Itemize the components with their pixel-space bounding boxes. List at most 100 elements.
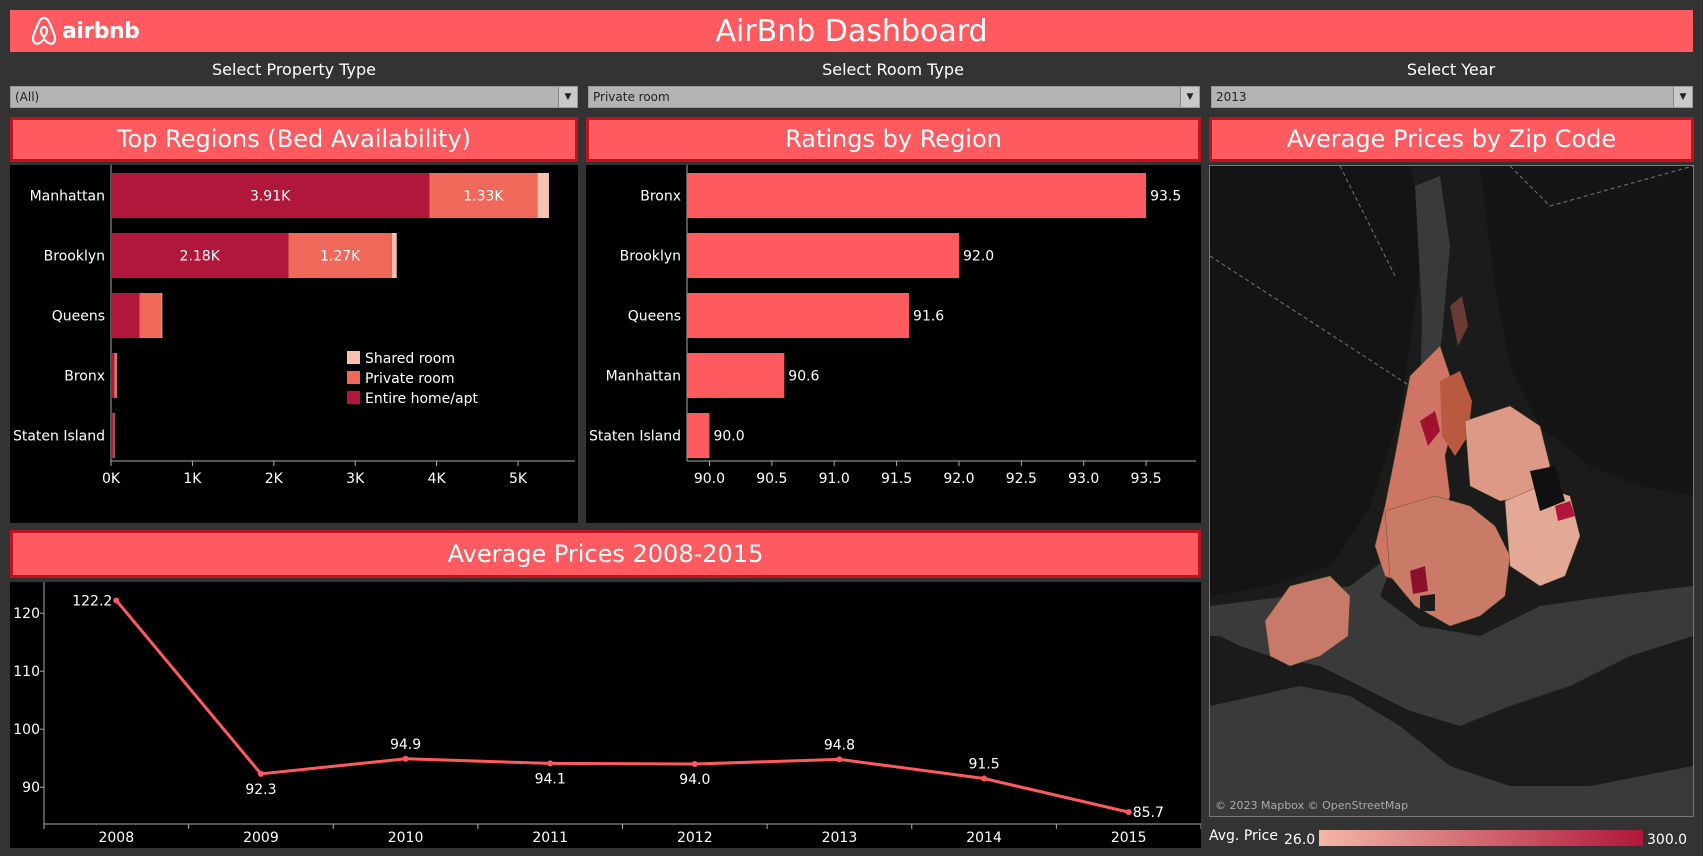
x-tick-label: 93.5 (1130, 471, 1161, 487)
x-tick-label: 91.5 (881, 471, 912, 487)
legend-swatch (347, 351, 360, 364)
rating-bar (687, 233, 959, 278)
dashboard-header: airbnb AirBnb Dashboard (10, 10, 1693, 52)
x-tick-label: 2008 (98, 830, 134, 846)
prices-chart-panel: 90 100 110 120 122.2 2008 92.3 2009 94.9 2010 94.1… (10, 582, 1202, 848)
logo-text: airbnb (62, 18, 140, 44)
chevron-down-icon[interactable]: ▼ (1673, 87, 1692, 107)
room-type-filter: Select Room Type (586, 60, 1200, 80)
select-value: 2013 (1216, 90, 1247, 104)
y-tick-label: 110 (13, 664, 40, 680)
regions-bar-chart: Manhattan 3.91K 1.33K Brooklyn 2.18K 1.27K Que… (13, 165, 575, 487)
x-tick-label: 4K (428, 471, 447, 487)
bar-segment (391, 233, 397, 278)
category-label: Bronx (640, 189, 681, 205)
x-tick-label: 2011 (532, 830, 568, 846)
bar-segment (114, 353, 117, 398)
y-tick-label: 100 (13, 722, 40, 738)
regions-chart-panel: Manhattan 3.91K 1.33K Brooklyn 2.18K 1.27K Que… (10, 165, 578, 523)
filter-label: Select Room Type (822, 60, 964, 79)
filter-label: Select Property Type (212, 60, 376, 79)
data-point (691, 761, 698, 767)
regions-panel-title: Top Regions (Bed Availability) (10, 117, 578, 162)
x-tick-label: 2014 (966, 830, 1002, 846)
data-label: 92.0 (963, 249, 994, 265)
data-label: 90.0 (713, 429, 744, 445)
ratings-chart-panel: Bronx 93.5 Brooklyn 92.0 Queens 91.6 Manhattan… (586, 165, 1201, 523)
x-tick-label: 0K (102, 471, 121, 487)
category-label: Staten Island (589, 429, 681, 445)
map-canvas (1210, 166, 1693, 816)
bar-segment (111, 173, 430, 218)
legend-min: 26.0 (1284, 832, 1316, 848)
category-label: Manhattan (606, 369, 681, 385)
x-tick-label: 2015 (1111, 830, 1147, 846)
bar-segment (161, 293, 163, 338)
x-tick-label: 91.0 (819, 471, 850, 487)
data-label: 122.2 (72, 593, 112, 609)
property-type-filter: Select Property Type (10, 60, 578, 80)
data-label: 90.6 (788, 369, 819, 385)
x-tick-label: 1K (183, 471, 202, 487)
airbnb-belo-icon (31, 16, 57, 45)
category-label: Brooklyn (620, 249, 681, 265)
legend-label: Private room (365, 371, 454, 387)
bar-segment (111, 353, 115, 398)
bar-segment (537, 173, 549, 218)
rating-bar (687, 413, 710, 458)
room-type-select[interactable]: Private room ▼ (588, 86, 1200, 108)
dashboard-title: AirBnb Dashboard (715, 14, 988, 49)
data-point (1125, 809, 1132, 816)
zip-code-map[interactable]: © 2023 Mapbox © OpenStreetMap (1209, 165, 1694, 817)
x-tick-label: 2009 (243, 830, 279, 846)
y-tick-label: 120 (13, 606, 40, 622)
prices-panel-title: Average Prices 2008-2015 (10, 530, 1201, 578)
bar-segment (111, 233, 289, 278)
x-tick-label: 90.0 (694, 471, 725, 487)
data-label: 3.91K (250, 189, 291, 205)
rating-bar (687, 173, 1147, 218)
category-label: Bronx (64, 369, 105, 385)
data-label: 94.1 (535, 771, 566, 787)
bar-segment (113, 413, 115, 458)
data-point (113, 597, 120, 604)
x-tick-label: 2K (265, 471, 284, 487)
data-point (547, 760, 554, 767)
data-label: 94.8 (824, 737, 855, 753)
y-tick-label: 90 (22, 780, 40, 796)
bar-segment (111, 293, 140, 338)
rating-bar (687, 353, 785, 398)
category-label: Queens (628, 309, 681, 325)
airbnb-logo[interactable]: airbnb (30, 15, 140, 47)
prices-line-chart: 90 100 110 120 122.2 2008 92.3 2009 94.9 2010 94.1… (13, 582, 1202, 846)
data-label: 1.27K (320, 249, 361, 265)
year-filter: Select Year (1209, 60, 1693, 80)
chevron-down-icon[interactable]: ▼ (558, 87, 577, 107)
x-tick-label: 3K (346, 471, 365, 487)
x-tick-label: 5K (509, 471, 528, 487)
year-select[interactable]: 2013 ▼ (1211, 86, 1693, 108)
bar-segment (429, 173, 538, 218)
x-tick-label: 2010 (388, 830, 424, 846)
data-label: 94.0 (679, 772, 710, 788)
ratings-bar-chart: Bronx 93.5 Brooklyn 92.0 Queens 91.6 Manhattan… (589, 165, 1196, 487)
category-label: Manhattan (30, 189, 105, 205)
data-label: 94.9 (390, 737, 421, 753)
x-tick-label: 92.5 (1006, 471, 1037, 487)
legend-label: Shared room (365, 351, 455, 367)
ratings-panel-title: Ratings by Region (586, 117, 1201, 162)
data-label: 92.3 (245, 782, 276, 798)
legend-swatch (347, 371, 360, 384)
legend-max: 300.0 (1647, 832, 1688, 848)
data-point (836, 756, 843, 763)
category-label: Queens (52, 309, 105, 325)
chevron-down-icon[interactable]: ▼ (1180, 87, 1199, 107)
category-label: Brooklyn (44, 249, 105, 265)
map-panel-title: Average Prices by Zip Code (1209, 117, 1694, 162)
price-color-legend (1319, 830, 1643, 846)
property-type-select[interactable]: (All) ▼ (10, 86, 578, 108)
data-label: 91.6 (913, 309, 944, 325)
rating-bar (687, 293, 910, 338)
data-point (402, 755, 409, 762)
data-point (981, 775, 988, 782)
